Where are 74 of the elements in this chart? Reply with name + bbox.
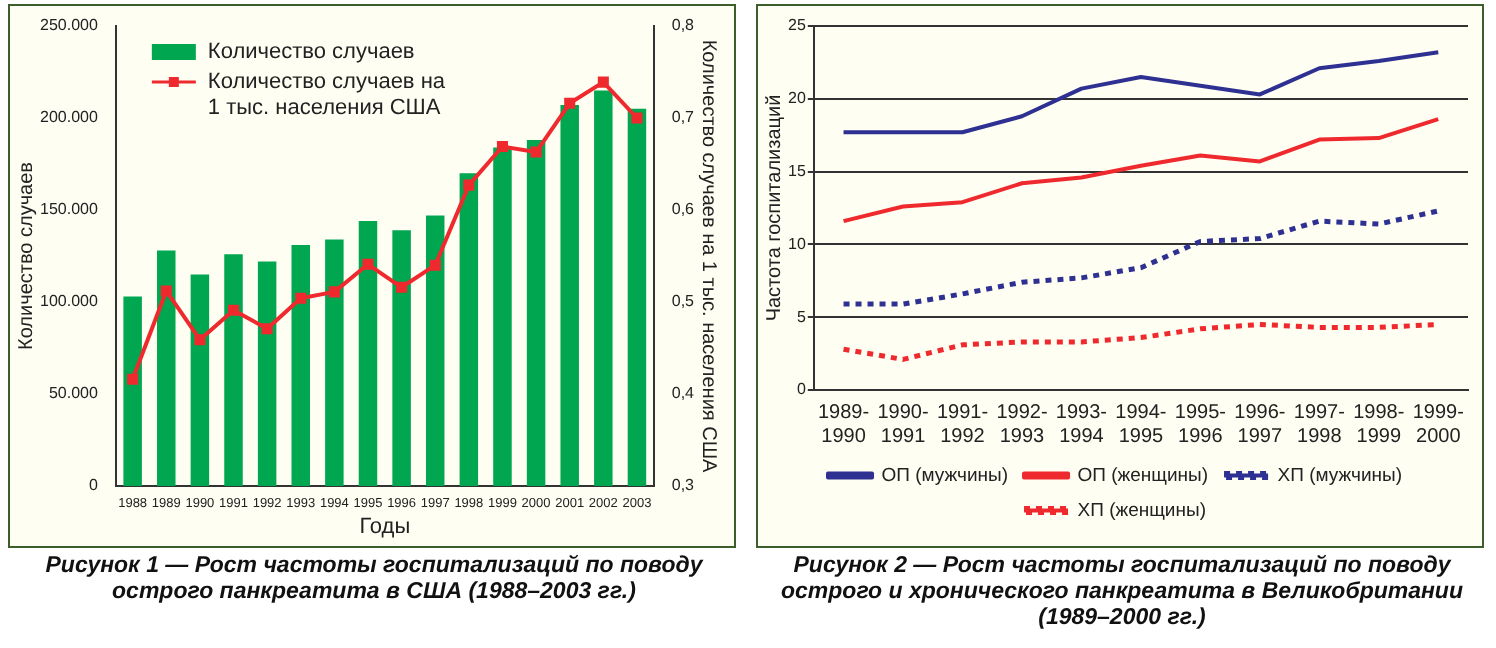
bar: [325, 239, 344, 486]
y2-tick-label: 0,3: [671, 476, 696, 495]
y-tick-label: 50.000: [48, 384, 99, 403]
x-tick-label: 1991-1992: [936, 401, 989, 448]
point: [261, 323, 273, 335]
bar: [493, 147, 512, 486]
legend-label: ОП (женщины): [1077, 464, 1209, 487]
point: [295, 292, 307, 304]
legend-label: Количество случаев на 1 тыс. населения США: [207, 70, 447, 121]
point: [631, 112, 643, 124]
x-tick-label: 1993-1994: [1055, 401, 1107, 448]
point: [530, 146, 542, 158]
y2-tick-label: 0,8: [671, 16, 696, 35]
bar: [594, 90, 613, 486]
point: [429, 259, 441, 271]
x-tick-label: 1992-1993: [996, 401, 1048, 448]
y2-tick-label: 0,5: [671, 292, 696, 311]
y-tick-label: 200.000: [39, 108, 99, 127]
x-tick-label: 1996-1997: [1234, 401, 1286, 448]
y-tick-label: 100.000: [39, 292, 99, 311]
bar: [358, 221, 378, 486]
point: [227, 304, 240, 316]
point: [194, 334, 206, 346]
x-tick-label: 1989-1990: [817, 401, 870, 448]
legend-label: Количество случаев: [207, 40, 415, 65]
x-tick-label: 1999-2000: [1412, 401, 1464, 448]
x-axis-title: Годы: [359, 514, 411, 539]
y2-axis-title: Количество случаев на 1 тыс. населения США: [696, 39, 719, 473]
legend-label: ОП (мужчины): [881, 464, 1009, 487]
x-tick-label: 1994-1995: [1115, 401, 1167, 448]
y-tick-label: 10: [787, 234, 807, 253]
bar: [224, 254, 243, 486]
y-tick-label: 0: [88, 476, 99, 495]
y-tick-label: 5: [796, 307, 807, 326]
bar: [392, 230, 411, 486]
bar: [425, 215, 445, 486]
bar: [627, 108, 647, 486]
point: [160, 285, 172, 297]
y2-tick-label: 0,6: [671, 200, 696, 219]
y2-tick-label: 0,7: [671, 108, 696, 127]
bar: [526, 140, 546, 486]
bar: [291, 244, 310, 486]
y-tick-label: 150.000: [39, 200, 99, 219]
y-tick-label: 25: [787, 16, 807, 35]
line-series: [841, 208, 1441, 307]
bar: [190, 274, 210, 486]
text: Рисунок 1 — Рост частоты госпитализаций по поводу острого панкреатита в США (1988–2003 гг.): [43, 554, 705, 606]
point: [496, 140, 508, 153]
point: [463, 179, 475, 191]
bar: [157, 250, 176, 486]
bar: [123, 296, 142, 486]
y-tick-label: 20: [787, 89, 807, 108]
y2-tick-label: 0,4: [671, 384, 696, 403]
x-tick-label: 1997-1998: [1293, 401, 1345, 448]
y-axis-title: Частота госпитализаций: [763, 94, 786, 322]
y-tick-label: 250.000: [39, 16, 99, 35]
y-tick-label: 15: [787, 162, 807, 181]
y-tick-label: 0: [796, 380, 807, 399]
point: [396, 281, 408, 293]
bar: [257, 261, 277, 486]
x-tick-label: 1998-1999: [1353, 401, 1405, 448]
y-axis-title: Количество случаев: [15, 162, 38, 350]
point: [127, 373, 139, 385]
legend-label: ХП (мужчины): [1277, 464, 1403, 487]
point: [564, 97, 576, 109]
text: Рисунок 2 — Рост частоты госпитализаций по поводу острого и хронического панкреатита в Великобритании (1989–2000 гг.): [779, 554, 1465, 632]
point: [328, 286, 340, 298]
x-tick-label: 1995-1996: [1174, 401, 1226, 448]
x-tick-label: 1990-1991: [877, 401, 929, 448]
bar: [560, 105, 579, 486]
point: [597, 76, 609, 88]
legend-label: ХП (женщины): [1077, 499, 1206, 522]
point: [362, 258, 374, 270]
bar: [459, 173, 479, 486]
